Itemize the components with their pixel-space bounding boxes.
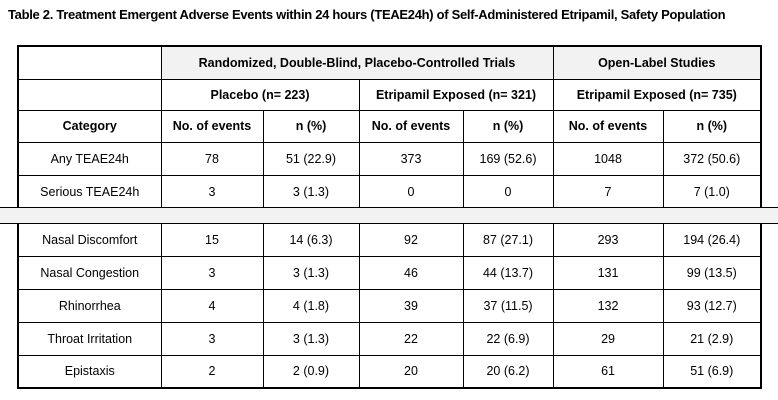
row-value: 293 — [552, 222, 664, 257]
row-category: Rhinorrhea — [17, 288, 162, 323]
row-value: 46 — [358, 255, 464, 290]
row-category: Nasal Congestion — [17, 255, 162, 290]
row-value: 3 — [160, 321, 264, 356]
row-value: 2 (0.9) — [262, 354, 360, 389]
row-value: 194 (26.4) — [662, 222, 762, 257]
column-header-row: Category No. of events n (%) No. of even… — [17, 109, 762, 143]
row-value: 20 — [358, 354, 464, 389]
row-value: 4 — [160, 288, 264, 323]
table-row: Any TEAE24h 78 51 (22.9) 373 169 (52.6) 1048 3… — [17, 141, 762, 176]
table-row: Rhinorrhea 4 4 (1.8) 39 37 (11.5) 132 93 (12.7… — [17, 288, 762, 323]
table-row: Nasal Congestion 3 3 (1.3) 46 44 (13.7) 131 99… — [17, 255, 762, 290]
group-header-randomized-trials: Randomized, Double-Blind, Placebo-Contro… — [160, 45, 554, 80]
column-header-n-pct-2: n (%) — [462, 109, 554, 143]
row-category: Nasal Discomfort — [17, 222, 162, 257]
subgroup-header-etripamil-exposed-ol: Etripamil Exposed (n= 735) — [552, 78, 762, 111]
row-category: Serious TEAE24h — [17, 174, 162, 209]
row-value: 22 (6.9) — [462, 321, 554, 356]
row-value: 4 (1.8) — [262, 288, 360, 323]
table-row: Serious TEAE24h 3 3 (1.3) 0 0 7 7 (1.0) — [17, 174, 762, 209]
table-row: Throat Irritation 3 3 (1.3) 22 22 (6.9) 29 21 … — [17, 321, 762, 356]
row-value: 61 — [552, 354, 664, 389]
row-value: 3 (1.3) — [262, 174, 360, 209]
row-value: 99 (13.5) — [662, 255, 762, 290]
column-header-n-pct-3: n (%) — [662, 109, 762, 143]
row-value: 21 (2.9) — [662, 321, 762, 356]
row-value: 372 (50.6) — [662, 141, 762, 176]
row-value: 44 (13.7) — [462, 255, 554, 290]
table-row: Epistaxis 2 2 (0.9) 20 20 (6.2) 61 51 (6.9) — [17, 354, 762, 389]
column-header-category: Category — [17, 109, 162, 143]
row-value: 373 — [358, 141, 464, 176]
row-category: Epistaxis — [17, 354, 162, 389]
subgroup-header-placebo: Placebo (n= 223) — [160, 78, 360, 111]
row-value: 20 (6.2) — [462, 354, 554, 389]
table-row: Nasal Discomfort 15 14 (6.3) 92 87 (27.1) 293… — [17, 222, 762, 257]
row-value: 132 — [552, 288, 664, 323]
row-category: Throat Irritation — [17, 321, 162, 356]
row-value: 3 — [160, 255, 264, 290]
row-value: 7 (1.0) — [662, 174, 762, 209]
row-value: 78 — [160, 141, 264, 176]
rows-bottom: Nasal Discomfort 15 14 (6.3) 92 87 (27.1) 293… — [17, 222, 762, 389]
row-value: 93 (12.7) — [662, 288, 762, 323]
rows-top: Any TEAE24h 78 51 (22.9) 373 169 (52.6) 1048 3… — [17, 141, 762, 209]
row-value: 14 (6.3) — [262, 222, 360, 257]
column-header-n-pct-1: n (%) — [262, 109, 360, 143]
row-value: 3 — [160, 174, 264, 209]
corner-cell-sub — [17, 78, 162, 111]
row-value: 131 — [552, 255, 664, 290]
header-rows: Randomized, Double-Blind, Placebo-Contro… — [17, 45, 762, 143]
column-header-no-events-1: No. of events — [160, 109, 264, 143]
row-category: Any TEAE24h — [17, 141, 162, 176]
row-value: 0 — [358, 174, 464, 209]
row-value: 15 — [160, 222, 264, 257]
group-header-row: Randomized, Double-Blind, Placebo-Contro… — [17, 45, 762, 80]
row-value: 51 (22.9) — [262, 141, 360, 176]
row-value: 37 (11.5) — [462, 288, 554, 323]
group-header-open-label-studies: Open-Label Studies — [552, 45, 762, 80]
row-value: 2 — [160, 354, 264, 389]
row-value: 92 — [358, 222, 464, 257]
row-value: 0 — [462, 174, 554, 209]
corner-cell-top — [17, 45, 162, 80]
subgroup-header-row: Placebo (n= 223) Etripamil Exposed (n= 3… — [17, 78, 762, 111]
table-title: Table 2. Treatment Emergent Adverse Even… — [8, 7, 726, 22]
subgroup-header-etripamil-exposed-rct: Etripamil Exposed (n= 321) — [358, 78, 554, 111]
row-value: 39 — [358, 288, 464, 323]
column-header-no-events-3: No. of events — [552, 109, 664, 143]
separator-band — [0, 207, 778, 224]
row-value: 29 — [552, 321, 664, 356]
row-value: 51 (6.9) — [662, 354, 762, 389]
row-value: 87 (27.1) — [462, 222, 554, 257]
row-value: 169 (52.6) — [462, 141, 554, 176]
row-value: 1048 — [552, 141, 664, 176]
row-value: 7 — [552, 174, 664, 209]
row-value: 22 — [358, 321, 464, 356]
column-header-no-events-2: No. of events — [358, 109, 464, 143]
row-value: 3 (1.3) — [262, 255, 360, 290]
row-value: 3 (1.3) — [262, 321, 360, 356]
